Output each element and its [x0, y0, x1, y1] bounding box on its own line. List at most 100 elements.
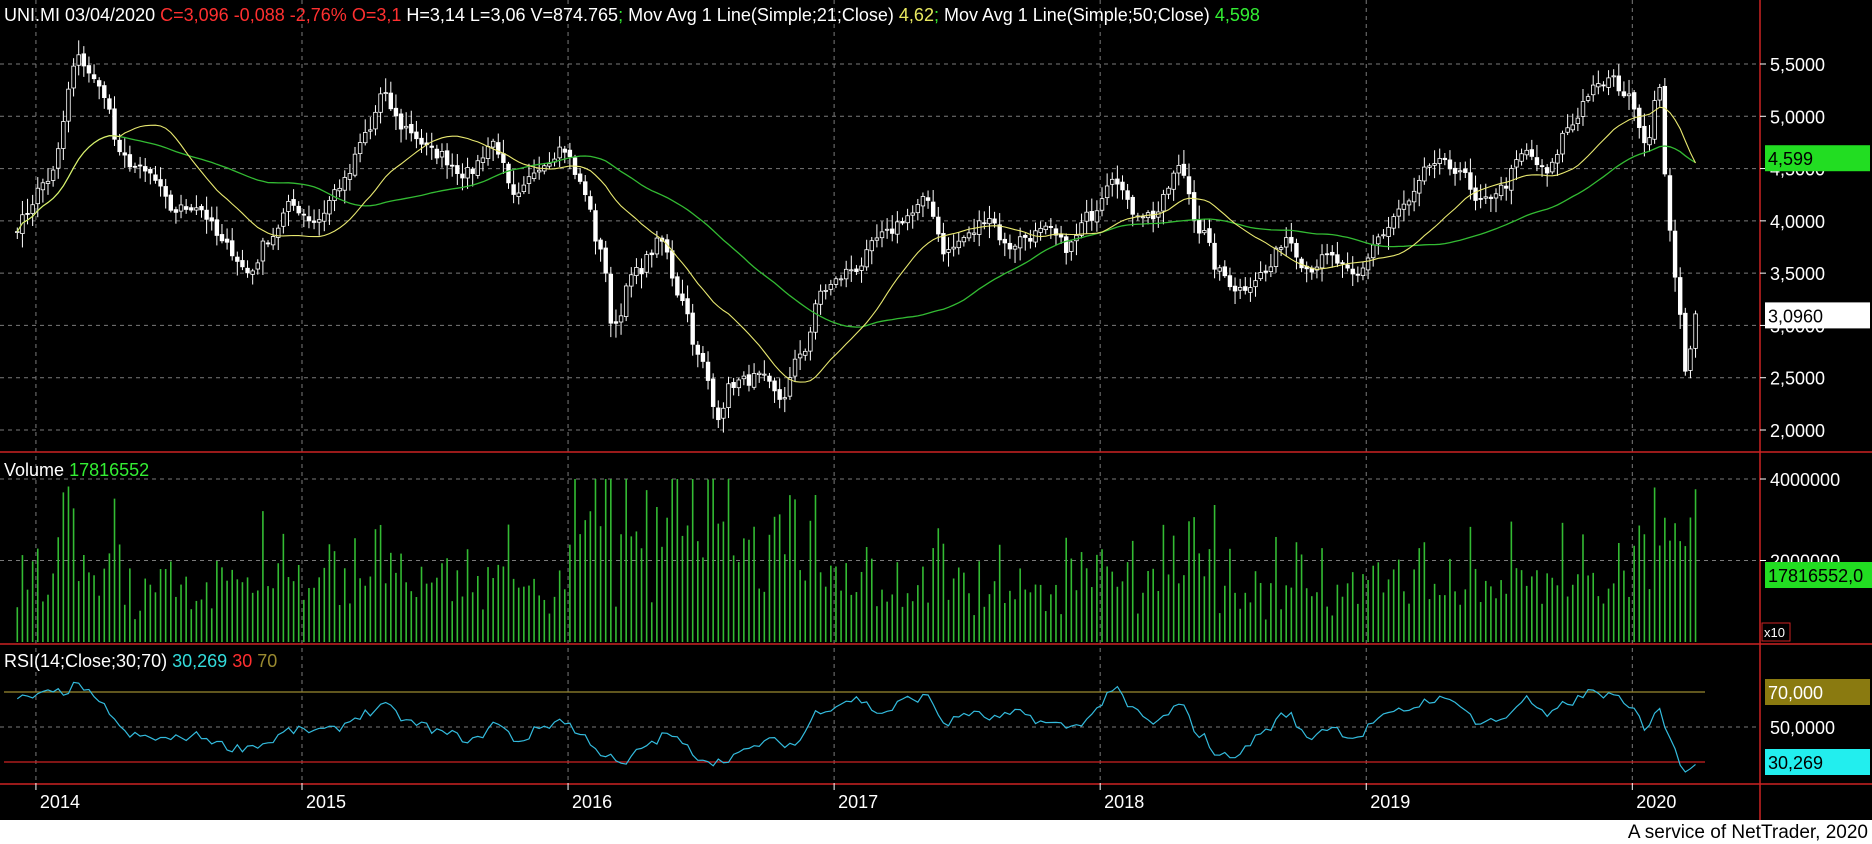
candle-down	[455, 165, 460, 174]
candle-up	[1038, 227, 1043, 233]
candle-down	[1478, 198, 1483, 200]
candle-down	[117, 139, 122, 153]
candle-up	[276, 227, 281, 238]
candle-down	[96, 80, 102, 87]
candle-down	[306, 216, 312, 222]
candle-up	[1161, 194, 1166, 212]
candle-up	[1411, 190, 1417, 203]
candle-down	[86, 65, 92, 74]
candle-up	[762, 373, 767, 376]
scale-box	[1761, 622, 1791, 642]
x-tick-label: 2020	[1636, 792, 1676, 812]
candle-up	[1519, 153, 1524, 162]
rsi-panel	[4, 681, 1705, 773]
price-tick-label: 3,5000	[1770, 264, 1825, 284]
candle-down	[388, 92, 394, 110]
candle-up	[864, 249, 869, 268]
candle-down	[229, 240, 235, 257]
candle-up	[618, 315, 624, 323]
candle-up	[1432, 163, 1437, 166]
x-tick-label: 2015	[306, 792, 346, 812]
candle-down	[1662, 85, 1668, 175]
candle-up	[71, 65, 76, 89]
chart-area: 2014 2015 2016 2017 2018 2019 2020 2,0000 2,5000…	[0, 0, 1872, 820]
candle-down	[772, 380, 777, 392]
candle-up	[644, 254, 649, 273]
candle-down	[567, 149, 573, 158]
candle-up	[741, 375, 747, 380]
candle-up	[782, 397, 787, 400]
candle-down	[265, 242, 271, 245]
candle-down	[1672, 230, 1678, 278]
candle-down	[204, 209, 209, 220]
ma21-line	[16, 106, 1696, 383]
candle-down	[982, 222, 987, 225]
candle-up	[1166, 187, 1171, 195]
candle-down	[296, 205, 301, 214]
rsi-70-label: 70,000	[1768, 683, 1823, 703]
close-value: C=3,096	[160, 5, 229, 25]
candle-up	[316, 219, 322, 223]
candle-down	[1130, 196, 1135, 215]
candle-up	[1084, 211, 1089, 222]
last-price-label: 3,0960	[1768, 306, 1823, 326]
candle-up	[1611, 75, 1616, 78]
candle-up	[1647, 137, 1652, 146]
candle-down	[127, 154, 133, 168]
ma50-label: Mov Avg 1 Line(Simple;50;Close)	[944, 5, 1210, 25]
candle-up	[910, 212, 915, 216]
candle-down	[1350, 268, 1355, 275]
candle-up	[859, 265, 864, 271]
candle-down	[1637, 107, 1642, 128]
candle-up	[286, 200, 291, 212]
candle-up	[1386, 226, 1391, 237]
candle-down	[1473, 187, 1478, 201]
candle-up	[1565, 127, 1570, 133]
candle-down	[224, 238, 230, 243]
candle-down	[710, 378, 716, 407]
candle-down	[183, 206, 189, 210]
candle-up	[1509, 168, 1514, 191]
price-tick-label: 4,0000	[1770, 212, 1825, 232]
candle-down	[777, 389, 782, 400]
candle-down	[1294, 242, 1299, 258]
candle-down	[235, 256, 240, 262]
candle-up	[1110, 178, 1115, 185]
candle-up	[726, 383, 731, 409]
candle-down	[685, 298, 690, 315]
candle-up	[808, 331, 813, 352]
candle-up	[838, 278, 844, 281]
rsi-value-label: 30,269	[1768, 753, 1823, 773]
candle-up	[1099, 198, 1105, 211]
candle-up	[1370, 244, 1376, 259]
candle-up	[490, 140, 496, 148]
candle-down	[25, 213, 30, 215]
candle-up	[383, 92, 388, 95]
candle-up	[40, 182, 46, 191]
candle-up	[879, 231, 885, 239]
candle-up	[337, 187, 342, 192]
candle-down	[1181, 163, 1187, 176]
footer-credit: A service of NetTrader, 2020	[1627, 822, 1868, 843]
candle-down	[168, 194, 174, 211]
candle-up	[1437, 158, 1442, 164]
candle-down	[1048, 226, 1054, 228]
candle-down	[608, 273, 614, 324]
rsi-label: RSI(14;Close;30;70)	[4, 651, 168, 671]
candle-up	[1253, 280, 1258, 288]
candle-down	[716, 407, 721, 421]
candle-down	[496, 142, 501, 155]
candle-down	[680, 293, 685, 302]
candle-down	[1616, 75, 1621, 92]
candle-down	[690, 312, 695, 345]
candle-down	[414, 131, 419, 140]
candle-down	[746, 374, 752, 386]
candle-down	[1340, 262, 1345, 265]
candle-up	[915, 204, 921, 214]
candle-up	[654, 237, 660, 255]
candle-down	[163, 186, 168, 197]
candle-up	[516, 192, 521, 197]
candle-up	[1278, 247, 1284, 250]
rsi-70-label-box	[1765, 679, 1870, 705]
candle-up	[1606, 77, 1611, 88]
